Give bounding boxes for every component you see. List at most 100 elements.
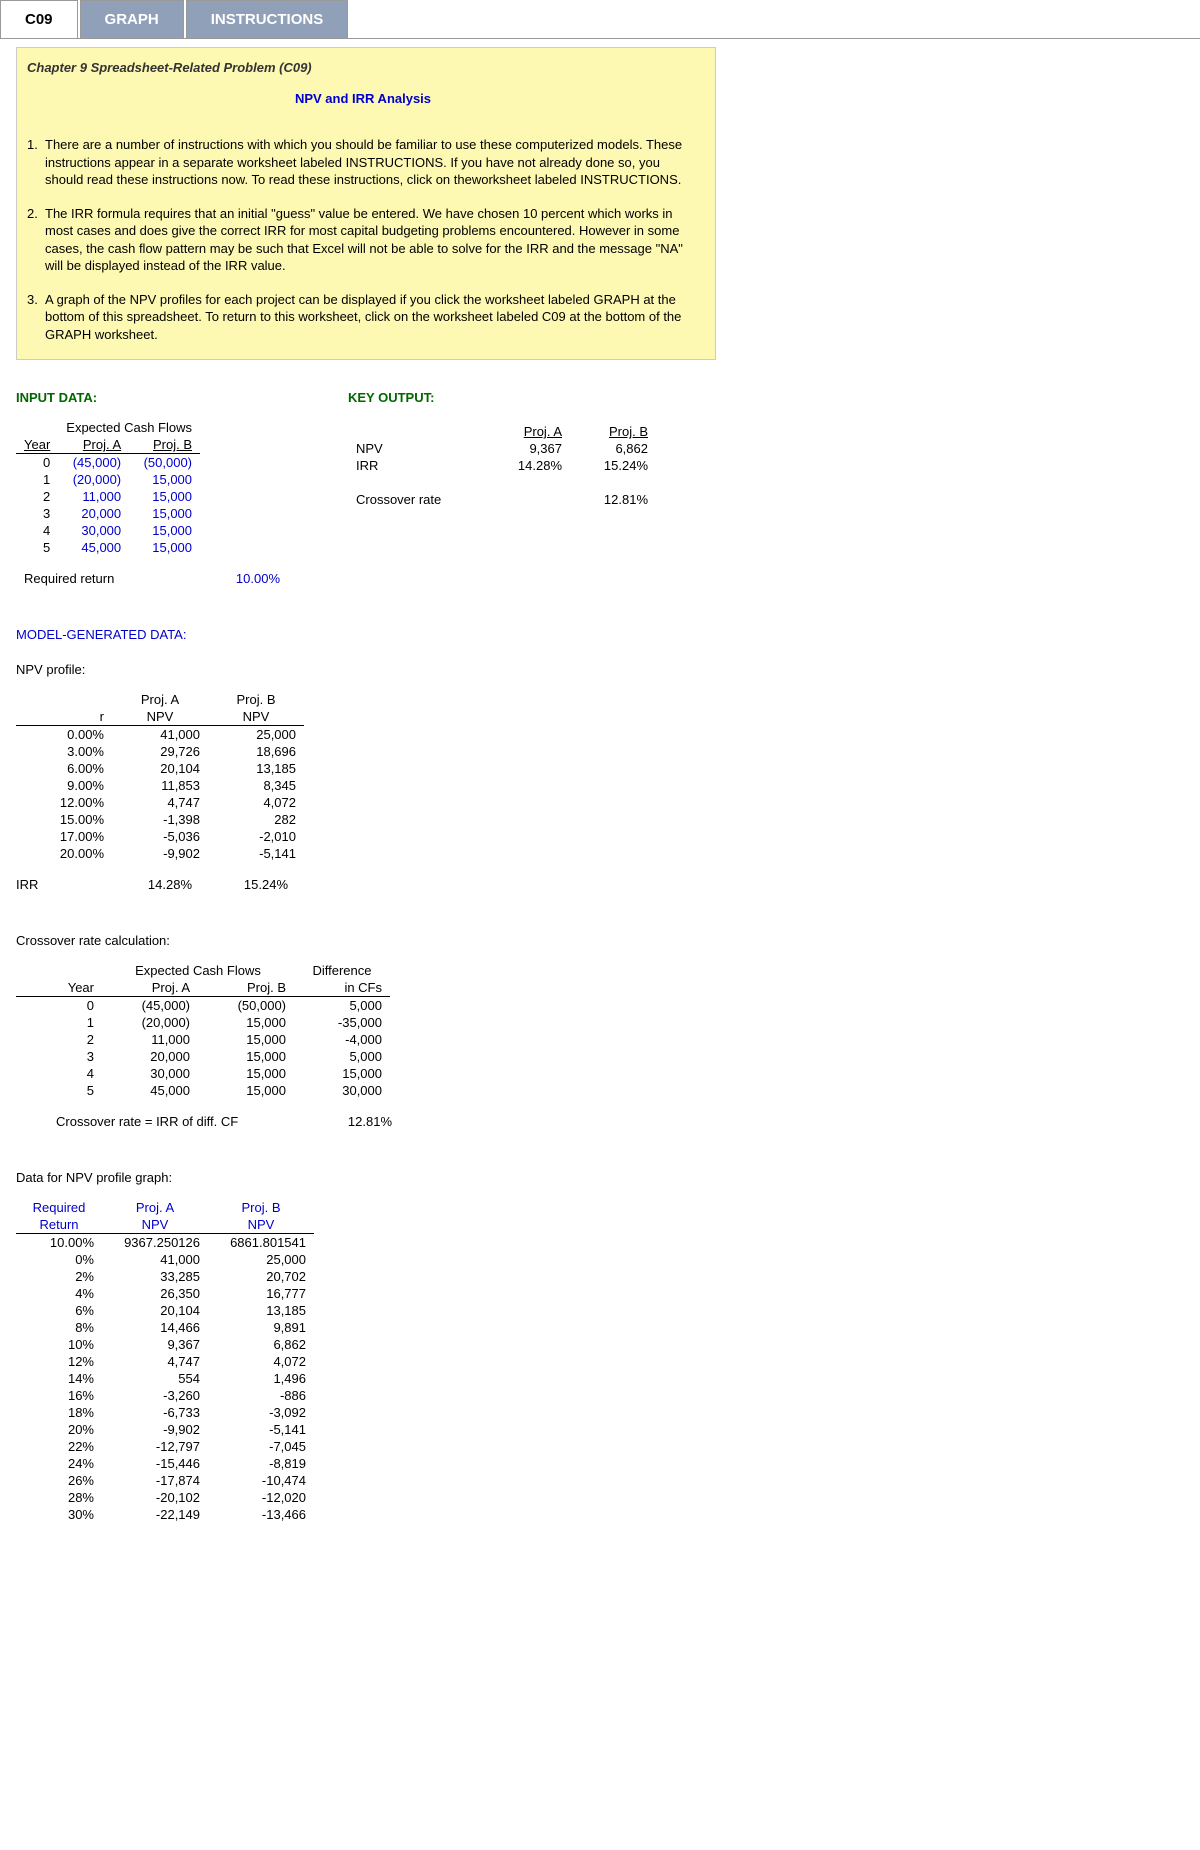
gd-a: -20,102 [102, 1489, 208, 1506]
gd-r: 18% [16, 1404, 102, 1421]
cross-b: 15,000 [198, 1048, 294, 1065]
cf-projb: 15,000 [129, 522, 200, 539]
instruction-text: There are a number of instructions with … [45, 136, 699, 189]
gd-r: 10% [16, 1336, 102, 1353]
cf-year: 2 [16, 488, 58, 505]
cf-projb: (50,000) [129, 454, 200, 472]
graphdata-label: Data for NPV profile graph: [16, 1170, 716, 1185]
gd-a: -3,260 [102, 1387, 208, 1404]
cross-a: 20,000 [102, 1048, 198, 1065]
npvp-r: 20.00% [16, 845, 112, 862]
gd-a: 554 [102, 1370, 208, 1387]
ko-proja: Proj. A [484, 423, 570, 440]
cross-b: 15,000 [198, 1031, 294, 1048]
npvp-a: 11,853 [112, 777, 208, 794]
gd-b: -10,474 [208, 1472, 314, 1489]
instructions-box: Chapter 9 Spreadsheet-Related Problem (C… [16, 47, 716, 360]
irr-a: 14.28% [104, 876, 200, 893]
ko-irr-label: IRR [348, 457, 484, 474]
npvp-a: -5,036 [112, 828, 208, 845]
ecf-header: Expected Cash Flows [58, 419, 200, 436]
gd-b: 4,072 [208, 1353, 314, 1370]
gd-projb-l1: Proj. B [208, 1199, 314, 1216]
cash-flow-table: Expected Cash Flows Year Proj. A Proj. B… [16, 419, 200, 556]
irr-row-table: IRR 14.28% 15.24% [16, 876, 296, 893]
ko-npv-label: NPV [348, 440, 484, 457]
npvp-b: 8,345 [208, 777, 304, 794]
ko-npv-a: 9,367 [484, 440, 570, 457]
gd-a: -12,797 [102, 1438, 208, 1455]
cross-b: 15,000 [198, 1082, 294, 1099]
gd-projb-l2: NPV [208, 1216, 314, 1234]
cross-a: 11,000 [102, 1031, 198, 1048]
required-return-row: Required return 10.00% [16, 570, 288, 587]
instruction-number: 3. [27, 291, 45, 344]
cross-year: Year [16, 979, 102, 997]
cross-ecf: Expected Cash Flows [102, 962, 294, 979]
cross-diff-l1: Difference [294, 962, 390, 979]
gd-b: 9,891 [208, 1319, 314, 1336]
gd-b: -886 [208, 1387, 314, 1404]
tab-graph[interactable]: GRAPH [80, 0, 184, 38]
tab-c09[interactable]: C09 [0, 0, 78, 38]
cf-proja: 11,000 [58, 488, 129, 505]
cross-year: 4 [16, 1065, 102, 1082]
cross-d: 15,000 [294, 1065, 390, 1082]
cross-a: (45,000) [102, 997, 198, 1015]
npvp-a: -1,398 [112, 811, 208, 828]
ko-cross-b: 12.81% [570, 491, 656, 508]
npvp-a: 20,104 [112, 760, 208, 777]
ko-irr-a: 14.28% [484, 457, 570, 474]
gd-b: 20,702 [208, 1268, 314, 1285]
gd-reqret-l1: Required [16, 1199, 102, 1216]
npvp-a: 29,726 [112, 743, 208, 760]
gd-b: 25,000 [208, 1251, 314, 1268]
ko-projb: Proj. B [570, 423, 656, 440]
gd-b: 1,496 [208, 1370, 314, 1387]
cross-d: -4,000 [294, 1031, 390, 1048]
gd-r: 28% [16, 1489, 102, 1506]
graph-data-section: Data for NPV profile graph: Required Pro… [16, 1170, 716, 1523]
gd-a: 9367.250126 [102, 1234, 208, 1252]
cf-year: 5 [16, 539, 58, 556]
gd-b: 13,185 [208, 1302, 314, 1319]
ko-npv-b: 6,862 [570, 440, 656, 457]
cross-a: 45,000 [102, 1082, 198, 1099]
cross-year: 1 [16, 1014, 102, 1031]
npvp-r: 17.00% [16, 828, 112, 845]
cross-d: 5,000 [294, 1048, 390, 1065]
gd-a: 26,350 [102, 1285, 208, 1302]
cf-proja: 30,000 [58, 522, 129, 539]
gd-a: 20,104 [102, 1302, 208, 1319]
tab-instructions[interactable]: INSTRUCTIONS [186, 0, 349, 38]
cf-year: 0 [16, 454, 58, 472]
gd-a: -17,874 [102, 1472, 208, 1489]
col-year: Year [16, 436, 58, 454]
gd-proja-l1: Proj. A [102, 1199, 208, 1216]
gd-a: 33,285 [102, 1268, 208, 1285]
col-projb: Proj. B [129, 436, 200, 454]
irr-label: IRR [16, 876, 104, 893]
cross-year: 0 [16, 997, 102, 1015]
reqret-value: 10.00% [202, 570, 288, 587]
npvp-r: 3.00% [16, 743, 112, 760]
gd-r: 2% [16, 1268, 102, 1285]
cf-projb: 15,000 [129, 505, 200, 522]
cf-projb: 15,000 [129, 471, 200, 488]
gd-b: -13,466 [208, 1506, 314, 1523]
gd-b: 16,777 [208, 1285, 314, 1302]
cross-diff-l2: in CFs [294, 979, 390, 997]
npvp-a: 4,747 [112, 794, 208, 811]
cf-year: 3 [16, 505, 58, 522]
npvp-proja-l2: NPV [112, 708, 208, 726]
cf-year: 4 [16, 522, 58, 539]
npv-profile-label: NPV profile: [16, 662, 716, 677]
npvp-b: -2,010 [208, 828, 304, 845]
reqret-label: Required return [16, 570, 202, 587]
npvp-proja-l1: Proj. A [112, 691, 208, 708]
ko-cross-label: Crossover rate [348, 491, 484, 508]
npvp-b: 13,185 [208, 760, 304, 777]
key-output-table: Proj. AProj. B NPV9,3676,862 IRR14.28%15… [348, 423, 656, 508]
gd-a: 14,466 [102, 1319, 208, 1336]
npvp-b: 18,696 [208, 743, 304, 760]
